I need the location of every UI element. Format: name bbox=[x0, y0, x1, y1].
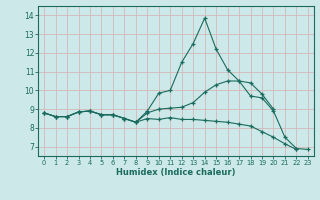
X-axis label: Humidex (Indice chaleur): Humidex (Indice chaleur) bbox=[116, 168, 236, 177]
